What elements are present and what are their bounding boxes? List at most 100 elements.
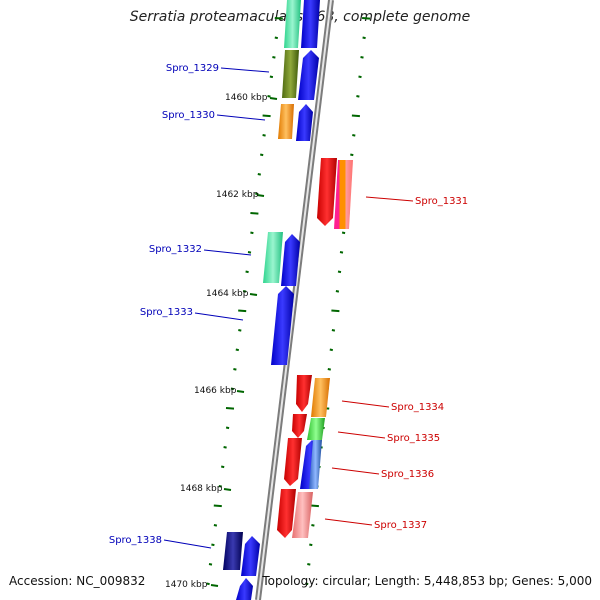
gene-arrow[interactable]: [309, 440, 322, 489]
gene-arrow[interactable]: [334, 160, 353, 229]
kbp-tick-label: 1460 kbp: [225, 93, 268, 103]
genome-title: Serratia proteamaculans 568, complete ge…: [129, 9, 471, 25]
leader-line: [194, 312, 244, 321]
scale-tick: [225, 426, 230, 430]
gene-arrow[interactable]: [292, 414, 307, 438]
gene-arrow[interactable]: [281, 234, 300, 286]
gene-labels: Spro_1329 Spro_1330 Spro_1331 Spro_1332 …: [109, 63, 468, 549]
scale-tick: [341, 231, 346, 235]
gene-arrow[interactable]: [271, 286, 294, 365]
scale-tick: [337, 270, 342, 274]
leader-line: [331, 467, 380, 475]
scale-tick: [223, 446, 227, 449]
gene-arrow[interactable]: [296, 104, 313, 141]
kbp-tick-mark: [236, 390, 245, 393]
scale-tick: [309, 543, 313, 547]
gene-arrow[interactable]: [277, 489, 296, 538]
scale-tick: [233, 368, 237, 371]
scale-tick: [211, 543, 215, 547]
scale-tick: [208, 563, 213, 566]
scale-tick: [250, 212, 259, 215]
kbp-tick-mark: [269, 97, 278, 100]
outer-strand-genes: [277, 158, 353, 538]
scale-tick: [311, 524, 315, 527]
scale-tick: [307, 563, 311, 566]
leader-line: [365, 196, 414, 202]
scale-tick: [358, 75, 362, 79]
scale-tick: [225, 407, 235, 410]
scale-tick: [351, 114, 360, 118]
gene-arrow[interactable]: [317, 158, 337, 226]
gene-label[interactable]: Spro_1330: [162, 110, 215, 121]
scale-tick: [327, 368, 331, 371]
scale-tick: [272, 56, 276, 59]
scale-tick: [235, 348, 239, 352]
genome-backbone: [255, 0, 334, 600]
gene-label[interactable]: Spro_1332: [149, 244, 202, 255]
gene-label[interactable]: Spro_1336: [381, 469, 434, 480]
gene-arrow[interactable]: [278, 104, 294, 139]
gene-label[interactable]: Spro_1333: [140, 307, 193, 318]
gene-arrow[interactable]: [284, 438, 302, 486]
gene-arrow[interactable]: [236, 578, 253, 600]
gene-label[interactable]: Spro_1334: [391, 402, 444, 413]
scale-tick: [362, 17, 371, 20]
leader-line: [324, 518, 373, 526]
scale-tick: [257, 173, 261, 176]
gene-arrow[interactable]: [301, 0, 320, 48]
gene-label[interactable]: Spro_1335: [387, 433, 440, 444]
gene-arrow[interactable]: [292, 492, 313, 538]
gene-arrow[interactable]: [307, 418, 325, 440]
gene-arrow[interactable]: [298, 50, 319, 100]
leader-line: [341, 400, 390, 408]
scale-tick: [305, 582, 309, 586]
scale-tick: [352, 134, 356, 137]
scale-tick: [238, 309, 247, 313]
scale-tick: [331, 309, 340, 313]
gene-arrow[interactable]: [241, 536, 260, 576]
scale-tick: [218, 485, 222, 488]
leader-line: [337, 431, 386, 439]
scale-tick: [247, 251, 252, 254]
scale-tick: [250, 231, 254, 235]
outer-scale-ticks: [305, 17, 371, 586]
scale-tick: [262, 114, 271, 118]
gene-arrow[interactable]: [311, 378, 330, 417]
scale-tick: [230, 387, 235, 391]
kbp-tick-mark: [210, 584, 219, 587]
gene-arrow[interactable]: [263, 232, 283, 283]
kbp-tick-mark: [249, 293, 258, 296]
scale-tick: [274, 17, 283, 20]
kbp-tick-label: 1464 kbp: [206, 289, 249, 299]
scale-tick: [350, 153, 354, 157]
gene-label[interactable]: Spro_1338: [109, 535, 162, 546]
kbp-tick-mark: [256, 194, 265, 197]
scale-tick: [213, 524, 218, 527]
leader-line: [216, 114, 266, 121]
kbp-tick-label: 1466 kbp: [194, 386, 237, 396]
scale-tick: [242, 290, 247, 293]
scale-tick: [262, 134, 266, 137]
kbp-axis: 1460 kbp 1462 kbp 1464 kbp 1466 kbp 1468…: [165, 93, 278, 590]
scale-tick: [329, 348, 333, 352]
gene-label[interactable]: Spro_1337: [374, 520, 427, 531]
kbp-tick-label: 1468 kbp: [180, 484, 223, 494]
scale-tick: [255, 192, 259, 196]
kbp-tick-label: 1462 kbp: [216, 190, 259, 200]
scale-tick: [331, 329, 336, 332]
scale-tick: [360, 56, 364, 59]
gene-label[interactable]: Spro_1331: [415, 196, 468, 207]
scale-tick: [206, 582, 210, 586]
topology-text: Topology: circular; Length: 5,448,853 bp…: [262, 574, 592, 588]
scale-tick: [274, 36, 278, 40]
kbp-tick-mark: [223, 488, 232, 491]
scale-tick: [362, 36, 366, 40]
scale-tick: [335, 290, 340, 293]
gene-arrow[interactable]: [282, 50, 299, 98]
gene-arrow[interactable]: [296, 375, 312, 412]
gene-label[interactable]: Spro_1329: [166, 63, 219, 74]
gene-arrow[interactable]: [284, 0, 301, 48]
gene-arrow[interactable]: [223, 532, 243, 570]
scale-tick: [356, 95, 360, 98]
